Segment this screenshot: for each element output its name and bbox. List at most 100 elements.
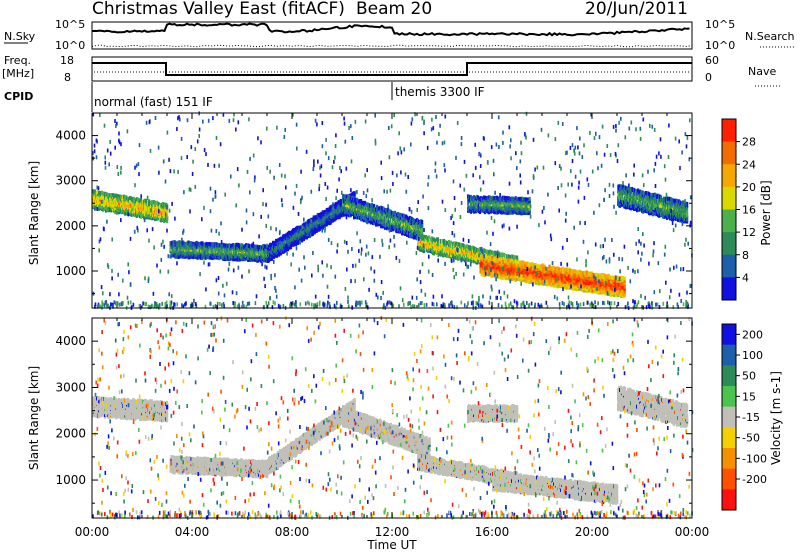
data-cell bbox=[491, 255, 494, 260]
data-cell bbox=[339, 198, 342, 203]
freq-trace bbox=[92, 62, 692, 76]
data-cell bbox=[166, 212, 169, 217]
data-cell bbox=[124, 202, 127, 207]
data-cell bbox=[364, 200, 367, 205]
data-cell bbox=[394, 210, 397, 215]
data-cell bbox=[421, 228, 424, 233]
nsearch-top-tick: 10^5 bbox=[705, 18, 735, 31]
data-cell bbox=[495, 270, 498, 275]
data-cell bbox=[407, 221, 410, 226]
cpid-label: CPID bbox=[4, 90, 33, 103]
data-cell bbox=[591, 288, 594, 293]
data-cell bbox=[349, 205, 352, 210]
beam-label: Beam 20 bbox=[356, 0, 432, 19]
data-cell bbox=[271, 256, 274, 261]
data-cell bbox=[489, 258, 492, 263]
data-cell bbox=[397, 224, 400, 229]
nsky-label: N.Sky bbox=[4, 30, 36, 43]
nsearch-bottom-tick: 10^0 bbox=[705, 39, 735, 52]
data-cell bbox=[321, 225, 324, 230]
data-cell bbox=[534, 263, 537, 267]
nsky-panel: N.Sky 10^5 10^0 10^5 10^0 N.Search bbox=[4, 18, 795, 52]
data-cell bbox=[541, 263, 544, 268]
data-cell bbox=[423, 234, 426, 239]
data-cell bbox=[140, 198, 143, 203]
data-cell bbox=[137, 201, 140, 206]
freq-bottom-tick: 8 bbox=[64, 71, 71, 84]
data-cell bbox=[409, 231, 412, 236]
data-cell bbox=[279, 251, 283, 256]
data-cell bbox=[373, 204, 376, 208]
data-cell bbox=[421, 219, 424, 224]
data-cell bbox=[496, 257, 499, 261]
data-cell bbox=[597, 273, 600, 278]
data-cell bbox=[353, 191, 356, 196]
data-cell bbox=[455, 241, 458, 246]
data-cell bbox=[543, 264, 546, 269]
data-cell bbox=[353, 194, 356, 199]
data-cell bbox=[450, 240, 453, 245]
data-cell bbox=[273, 254, 276, 259]
data-cell bbox=[537, 264, 540, 269]
data-cell bbox=[268, 257, 271, 262]
station-title: Christmas Valley East (fitACF) bbox=[92, 0, 345, 19]
data-cell bbox=[403, 213, 406, 218]
data-cell bbox=[584, 284, 587, 289]
data-cell bbox=[533, 269, 536, 274]
freq-label-line1: Freq. bbox=[4, 54, 31, 67]
data-cell bbox=[526, 277, 529, 282]
data-cell bbox=[373, 221, 376, 226]
data-cell bbox=[510, 258, 513, 263]
data-cell bbox=[495, 259, 498, 264]
freq-label-line2: [MHz] bbox=[2, 67, 34, 80]
data-cell bbox=[428, 235, 431, 240]
data-cell bbox=[436, 246, 439, 251]
freq-top-tick: 18 bbox=[60, 54, 74, 67]
data-cell bbox=[502, 275, 505, 280]
data-cell bbox=[158, 213, 161, 218]
data-cell bbox=[166, 216, 169, 220]
data-cell bbox=[289, 245, 293, 250]
nsky-top-tick: 10^5 bbox=[55, 18, 85, 31]
nsky-bottom-tick: 10^0 bbox=[55, 39, 85, 52]
freq-panel: Freq. [MHz] 18 8 60 0 Nave bbox=[2, 54, 780, 87]
data-cell bbox=[491, 273, 494, 278]
data-cell bbox=[599, 280, 602, 285]
data-cell bbox=[516, 258, 519, 263]
data-cell bbox=[117, 194, 120, 199]
data-cell bbox=[352, 205, 355, 209]
data-cell bbox=[553, 270, 556, 275]
cpid-mode-themis: themis 3300 IF bbox=[395, 85, 485, 99]
cpid-mode-normal: normal (fast) 151 IF bbox=[94, 95, 213, 109]
data-cell bbox=[412, 218, 415, 222]
data-cell bbox=[566, 272, 569, 277]
data-cell bbox=[166, 210, 169, 215]
cpid-row: CPID normal (fast) 151 IF themis 3300 IF bbox=[4, 82, 485, 112]
data-cell bbox=[516, 255, 519, 260]
nsky-trace bbox=[91, 22, 690, 37]
data-cell bbox=[421, 225, 424, 230]
nave-label: Nave bbox=[748, 65, 776, 78]
data-cell bbox=[160, 211, 163, 215]
data-cell bbox=[595, 279, 598, 284]
data-cell bbox=[346, 197, 349, 202]
data-cell bbox=[579, 270, 582, 275]
date-label: 20/Jun/2011 bbox=[585, 0, 688, 19]
nsearch-label: N.Search bbox=[745, 30, 795, 43]
data-cell bbox=[500, 257, 503, 262]
data-cell bbox=[403, 216, 406, 221]
data-cell bbox=[443, 238, 446, 243]
power-data bbox=[92, 111, 693, 310]
data-cell bbox=[421, 232, 424, 237]
nave-bottom-tick: 0 bbox=[705, 71, 712, 84]
data-cell bbox=[481, 266, 484, 270]
data-cell bbox=[148, 199, 151, 204]
data-cell bbox=[178, 254, 181, 259]
data-cell bbox=[382, 211, 385, 216]
data-cell bbox=[353, 215, 356, 220]
data-cell bbox=[487, 272, 490, 277]
data-cell bbox=[166, 219, 169, 224]
data-cell bbox=[340, 213, 343, 218]
